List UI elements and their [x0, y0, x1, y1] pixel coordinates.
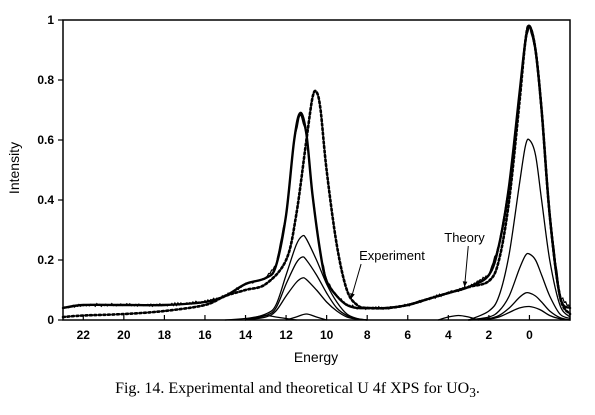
x-tick-label: 12	[279, 328, 293, 342]
series-component-9	[437, 314, 480, 321]
caption-text: Fig. 14. Experimental and theoretical U …	[115, 380, 470, 397]
caption-subscript: 3	[469, 385, 476, 401]
x-tick-label: 10	[320, 328, 334, 342]
annotation-arrow-line	[350, 263, 362, 300]
series-component-5	[467, 138, 571, 321]
series-component-6	[467, 252, 571, 321]
x-tick-label: 16	[198, 328, 212, 342]
annotation-layer: Experiment Theory	[350, 230, 485, 300]
y-axis-label: Intensity	[6, 142, 22, 194]
series-experiment	[61, 24, 572, 310]
series-component-4	[244, 277, 368, 321]
series-component-11	[285, 313, 328, 321]
y-tick-label: 0.4	[37, 193, 54, 207]
y-tick-label: 0.6	[37, 133, 54, 147]
x-tick-label: 4	[445, 328, 452, 342]
annotation-arrowhead	[462, 281, 468, 287]
x-tick-label: 18	[158, 328, 172, 342]
series-component-3	[244, 256, 368, 321]
y-tick-label: 0.8	[37, 73, 54, 87]
x-tick-label: 22	[77, 328, 91, 342]
plot-frame	[62, 19, 571, 321]
x-tick-label: 2	[486, 328, 493, 342]
series-component-2	[244, 234, 368, 321]
x-tick-label: 0	[526, 328, 533, 342]
y-tick-label: 0	[47, 313, 54, 327]
ticks-layer: 22 20 18 16 14 12 10 8 6 4 2 000.20.40.60.81	[37, 13, 533, 342]
x-tick-label: 6	[404, 328, 411, 342]
figure-caption: Fig. 14. Experimental and theoretical U …	[0, 380, 595, 401]
series-component-8	[467, 305, 571, 321]
annotation-experiment: Experiment	[359, 248, 425, 263]
series-layer	[61, 24, 572, 321]
series-component-7	[467, 291, 571, 321]
annotation-arrowhead	[350, 293, 355, 299]
y-tick-label: 1	[47, 13, 54, 27]
x-axis-label: Energy	[294, 349, 338, 365]
series-theory	[61, 24, 572, 319]
y-tick-label: 0.2	[37, 253, 54, 267]
x-tick-label: 8	[364, 328, 371, 342]
annotation-theory: Theory	[444, 230, 485, 245]
x-tick-label: 14	[239, 328, 253, 342]
x-tick-label: 20	[117, 328, 131, 342]
series-experiment-noise	[62, 25, 571, 311]
caption-suffix: .	[475, 380, 480, 397]
annotation-arrow-line	[464, 245, 469, 288]
